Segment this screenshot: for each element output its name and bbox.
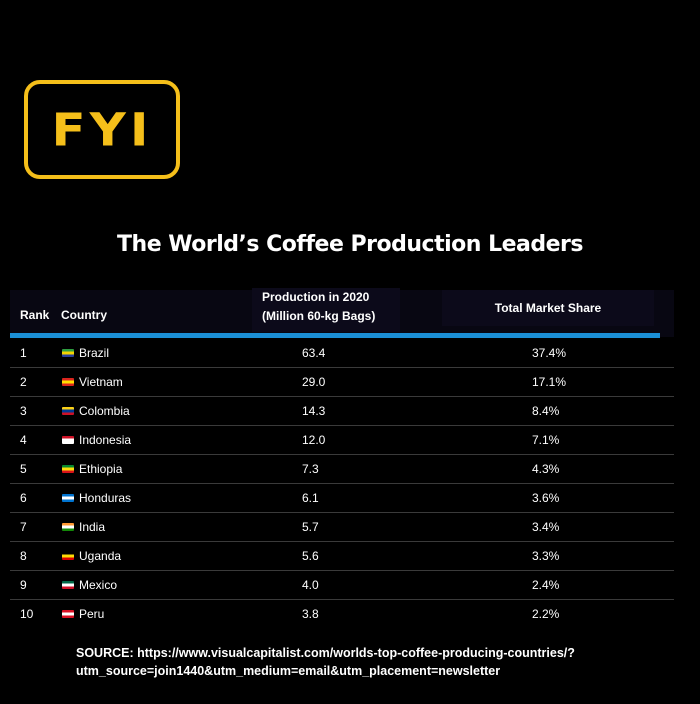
rank-cell: 10 [20,607,34,621]
rank-cell: 1 [20,346,27,360]
flag-icon [62,552,74,560]
flag-icon [62,581,74,589]
table-row: 5 Ethiopia 7.3 4.3% [10,455,674,484]
share-cell: 2.2% [532,607,560,621]
header-rank: Rank [20,308,50,322]
rank-cell: 2 [20,375,27,389]
rank-cell: 6 [20,491,27,505]
production-cell: 12.0 [302,433,326,447]
rank-cell: 5 [20,462,27,476]
country-cell: Brazil [79,346,110,360]
share-cell: 7.1% [532,433,560,447]
share-cell: 3.4% [532,520,560,534]
production-cell: 6.1 [302,491,319,505]
share-cell: 3.6% [532,491,560,505]
flag-icon [62,494,74,502]
flag-icon [62,436,74,444]
share-cell: 4.3% [532,462,560,476]
header-production-line1: Production in 2020 [262,290,370,304]
country-cell: Colombia [79,404,130,418]
country-cell: Uganda [79,549,122,563]
table-row: 9 Mexico 4.0 2.4% [10,571,674,600]
flag-icon [62,378,74,386]
header-production-line2: (Million 60-kg Bags) [262,309,376,323]
production-cell: 63.4 [302,346,326,360]
country-cell: Indonesia [79,433,132,447]
header-share: Total Market Share [442,290,654,326]
header-country: Country [61,308,107,322]
rank-cell: 9 [20,578,27,592]
production-cell: 5.7 [302,520,319,534]
country-cell: Vietnam [79,375,123,389]
rank-cell: 8 [20,549,27,563]
share-cell: 37.4% [532,346,567,360]
country-cell: Peru [79,607,105,621]
table-body: 1 Brazil 63.4 37.4% 2 Vietnam 29.0 17.1% 3 Colomb… [10,339,674,629]
share-cell: 8.4% [532,404,560,418]
table-row: 3 Colombia 14.3 8.4% [10,397,674,426]
fyi-logo: FYI [24,80,180,179]
table-header: Rank Country Production in 2020 (Million… [10,288,674,337]
source-note: SOURCE: https://www.visualcapitalist.com… [76,646,575,678]
country-cell: Mexico [79,578,118,592]
production-cell: 14.3 [302,404,326,418]
rank-cell: 3 [20,404,27,418]
rank-cell: 7 [20,520,27,534]
flag-icon [62,610,74,618]
table-row: 4 Indonesia 12.0 7.1% [10,426,674,455]
chart-title: The World’s Coffee Production Leaders [117,232,583,257]
production-cell: 4.0 [302,578,319,592]
country-cell: India [79,520,106,534]
country-cell: Ethiopia [79,462,123,476]
table-row: 6 Honduras 6.1 3.6% [10,484,674,513]
header-divider [10,333,660,338]
share-cell: 3.3% [532,549,560,563]
flag-icon [62,465,74,473]
production-cell: 7.3 [302,462,319,476]
rank-cell: 4 [20,433,27,447]
logo-text: FYI [51,103,153,156]
header-production: Production in 2020 (Million 60-kg Bags) [252,288,400,332]
production-cell: 29.0 [302,375,326,389]
table-row: 2 Vietnam 29.0 17.1% [10,368,674,397]
country-cell: Honduras [79,491,132,505]
flag-icon [62,407,74,415]
table-row: 10 Peru 3.8 2.2% [10,600,674,629]
table-row: 1 Brazil 63.4 37.4% [10,339,674,368]
production-cell: 5.6 [302,549,319,563]
table-row: 8 Uganda 5.6 3.3% [10,542,674,571]
table-row: 7 India 5.7 3.4% [10,513,674,542]
share-cell: 2.4% [532,578,560,592]
production-cell: 3.8 [302,607,319,621]
flag-icon [62,523,74,531]
flag-icon [62,349,74,357]
share-cell: 17.1% [532,375,567,389]
